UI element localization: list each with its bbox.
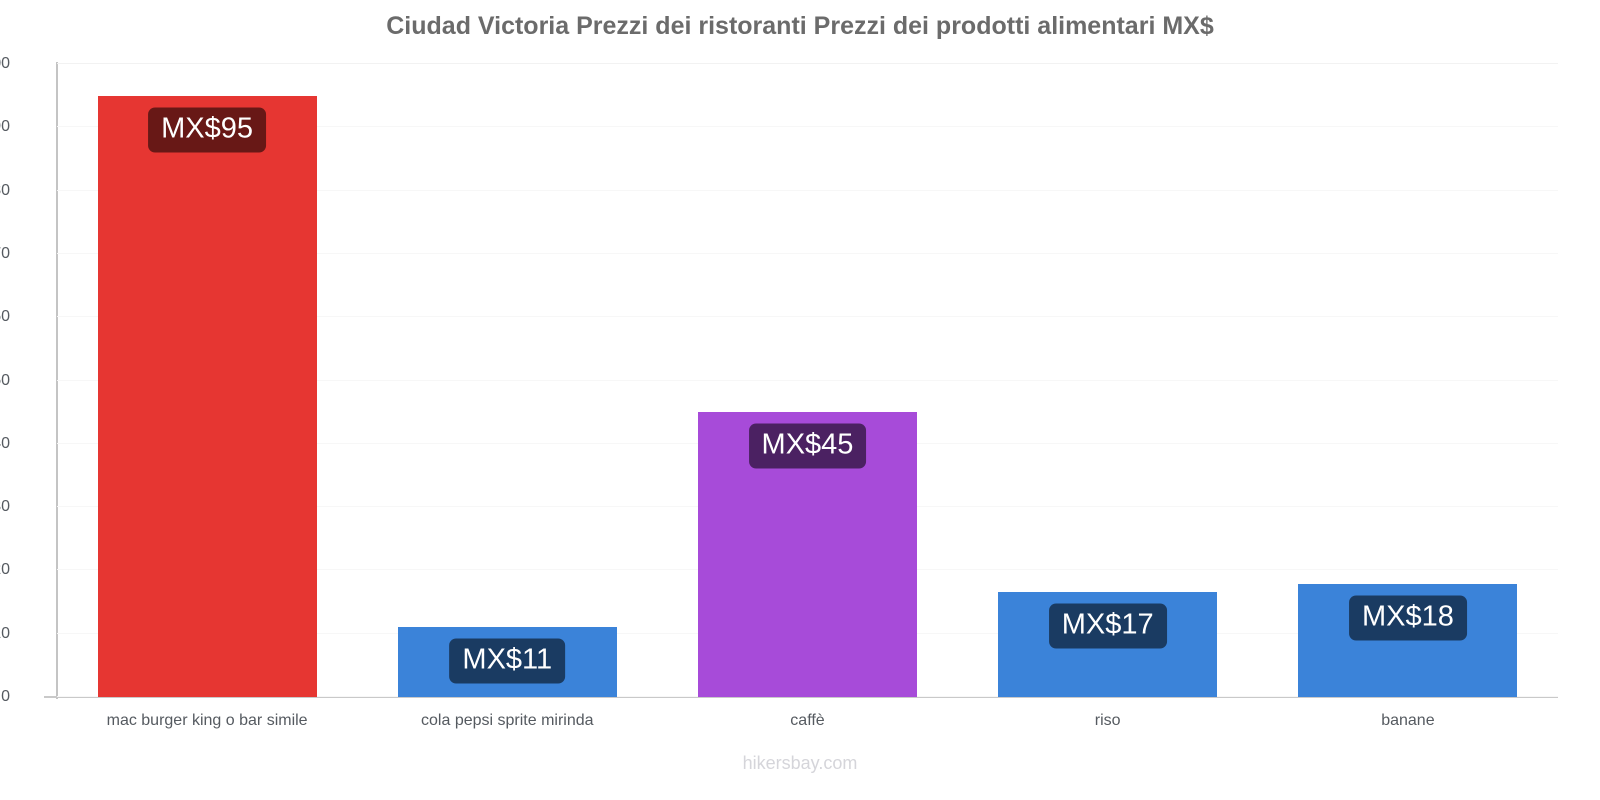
y-axis-line	[56, 62, 58, 699]
gridline	[57, 379, 1558, 381]
bar-value-label: MX$95	[148, 107, 267, 153]
gridline	[57, 252, 1558, 254]
plot-area: 0 10 20 30 40 50 60 70 80 90 100 MX$95 MX$11 MX$45 MX…	[0, 55, 1558, 705]
bar-value-label: MX$18	[1348, 595, 1467, 641]
x-axis-tick-label: riso	[1094, 712, 1121, 729]
y-axis-tick-label: 30	[0, 498, 10, 516]
bar[interactable]	[97, 95, 317, 697]
x-axis-line	[44, 696, 1558, 698]
x-axis-tick-label: banane	[1381, 712, 1435, 729]
bar-value-label: MX$11	[449, 638, 566, 684]
gridline	[57, 126, 1558, 128]
y-axis-tick-label: 10	[0, 624, 10, 642]
y-axis-tick-label: 80	[0, 181, 10, 199]
x-axis-tick-label: cola pepsi sprite mirinda	[421, 712, 594, 729]
page-title: Ciudad Victoria Prezzi dei ristoranti Pr…	[386, 12, 1214, 40]
y-axis-tick-label: 100	[0, 55, 10, 72]
y-axis-tick-label: 60	[0, 308, 10, 326]
x-axis-tick-label: caffè	[790, 712, 825, 729]
y-axis-tick-label: 70	[0, 244, 10, 262]
footer-watermark: hikersbay.com	[742, 753, 858, 773]
y-axis-tick-label: 50	[0, 371, 10, 389]
y-axis-tick-label: 40	[0, 434, 10, 452]
x-axis-tick-label: mac burger king o bar simile	[106, 712, 308, 729]
gridline	[57, 189, 1558, 191]
gridline	[57, 316, 1558, 318]
y-axis-tick-label: 0	[1, 688, 10, 705]
y-axis-tick-label: 90	[0, 118, 10, 136]
bar-value-label: MX$17	[1048, 603, 1167, 649]
y-axis-tick-label: 20	[0, 561, 10, 579]
gridline	[57, 63, 1558, 64]
bar-value-label: MX$45	[748, 423, 867, 469]
